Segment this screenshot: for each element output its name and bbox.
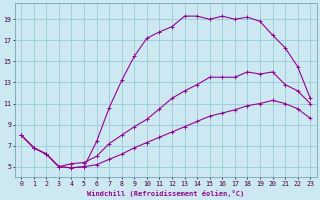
X-axis label: Windchill (Refroidissement éolien,°C): Windchill (Refroidissement éolien,°C) xyxy=(87,190,244,197)
